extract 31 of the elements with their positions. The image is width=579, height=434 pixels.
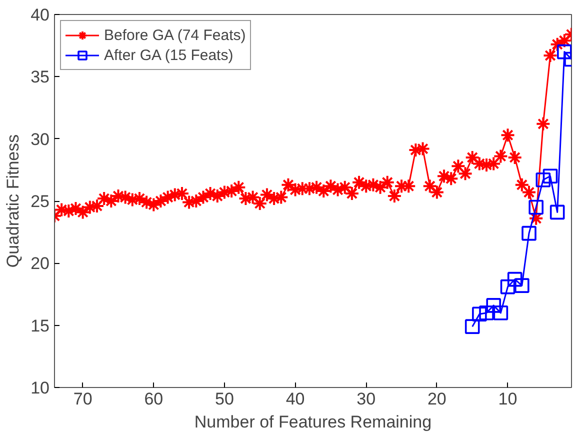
y-tick-label: 30 — [30, 130, 50, 149]
point — [536, 172, 551, 188]
x-tick-label: 30 — [356, 390, 376, 408]
point — [514, 278, 530, 293]
x-tick-label: 60 — [144, 390, 164, 408]
point — [486, 298, 501, 313]
point — [479, 306, 494, 320]
x-tick-label: 50 — [215, 390, 234, 408]
y-tick-label: 35 — [30, 68, 50, 87]
y-tick-label: 15 — [30, 316, 50, 336]
point — [550, 204, 565, 220]
point — [557, 44, 572, 60]
legend-label: After GA (15 Feats) — [104, 46, 234, 64]
y-tick-label: 20 — [30, 254, 50, 274]
x-tick-label: 10 — [498, 390, 518, 408]
point — [522, 226, 536, 241]
point — [472, 306, 487, 322]
point — [500, 279, 516, 294]
point — [507, 272, 522, 287]
y-tick-label: 40 — [30, 6, 50, 24]
point — [528, 200, 544, 215]
y-tick-label: 25 — [30, 192, 50, 211]
point — [464, 319, 480, 334]
x-axis-title: Number of Features Remaining — [194, 412, 432, 432]
legend-label: Before GA (74 Feats) — [104, 26, 246, 44]
x-tick-label: 20 — [427, 390, 446, 408]
x-tick-label: 70 — [73, 390, 92, 408]
point — [542, 168, 558, 184]
point — [493, 306, 508, 320]
y-axis-title: Quadratic Fitness — [4, 134, 23, 268]
x-tick-label: 40 — [286, 390, 305, 408]
